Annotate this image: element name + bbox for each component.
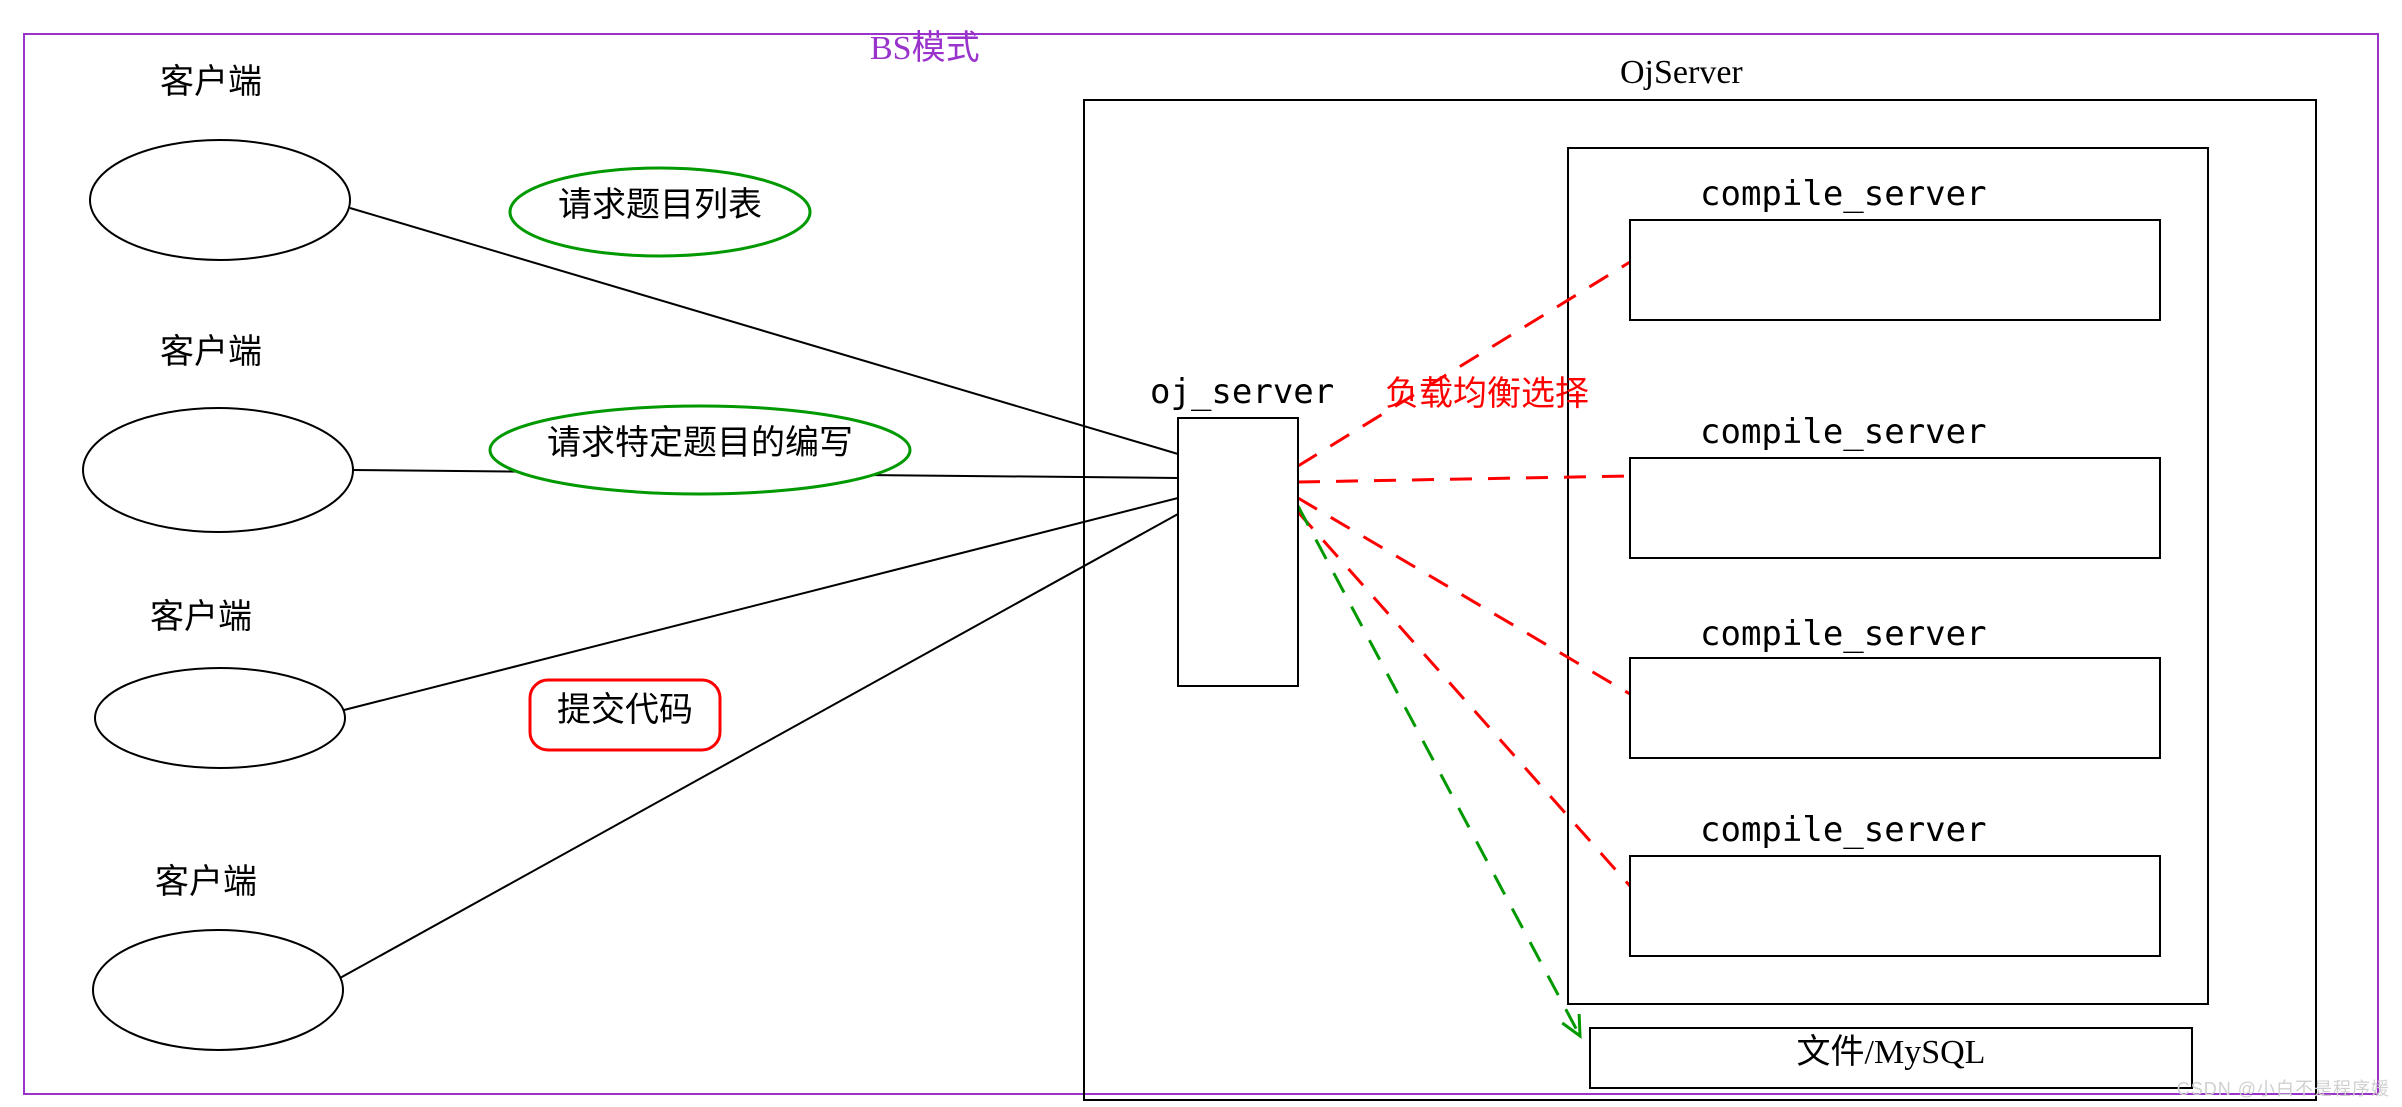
compile-server-label: compile_server bbox=[1700, 412, 1987, 452]
client-ellipse bbox=[95, 668, 345, 768]
submit-code-label: 提交代码 bbox=[557, 691, 693, 729]
mysql-arrow-line bbox=[1298, 506, 1580, 1036]
client-label: 客户端 bbox=[155, 863, 257, 901]
compile-server-box bbox=[1630, 458, 2160, 558]
compile-server-box bbox=[1630, 220, 2160, 320]
client-label: 客户端 bbox=[160, 63, 262, 101]
watermark-text: CSDN @小白不是程序媛 bbox=[2177, 1075, 2390, 1101]
loadbalance-line bbox=[1298, 498, 1630, 694]
client-label: 客户端 bbox=[150, 598, 252, 636]
diagram-title: BS模式 bbox=[870, 29, 980, 67]
action-bubble-label: 请求题目列表 bbox=[558, 186, 762, 224]
compile-server-box bbox=[1630, 658, 2160, 758]
oj-server-box bbox=[1178, 418, 1298, 686]
compile-group-box bbox=[1568, 148, 2208, 1004]
compile-server-label: compile_server bbox=[1700, 614, 1987, 654]
loadbalance-line bbox=[1298, 476, 1630, 482]
client-ellipse bbox=[83, 408, 353, 532]
oj-server-label: oj_server bbox=[1150, 372, 1334, 412]
client-label: 客户端 bbox=[160, 333, 262, 371]
client-line bbox=[340, 514, 1178, 978]
compile-server-label: compile_server bbox=[1700, 174, 1987, 214]
compile-server-box bbox=[1630, 856, 2160, 956]
loadbalance-label: 负载均衡选择 bbox=[1385, 375, 1589, 413]
client-line bbox=[344, 498, 1178, 710]
client-ellipse bbox=[93, 930, 343, 1050]
loadbalance-line bbox=[1298, 512, 1630, 886]
ojserver-group-label: OjServer bbox=[1620, 54, 1743, 91]
mysql-label: 文件/MySQL bbox=[1797, 1033, 1986, 1071]
compile-server-label: compile_server bbox=[1700, 810, 1987, 850]
action-bubble-label: 请求特定题目的编写 bbox=[547, 424, 853, 462]
loadbalance-line bbox=[1298, 262, 1630, 466]
client-ellipse bbox=[90, 140, 350, 260]
